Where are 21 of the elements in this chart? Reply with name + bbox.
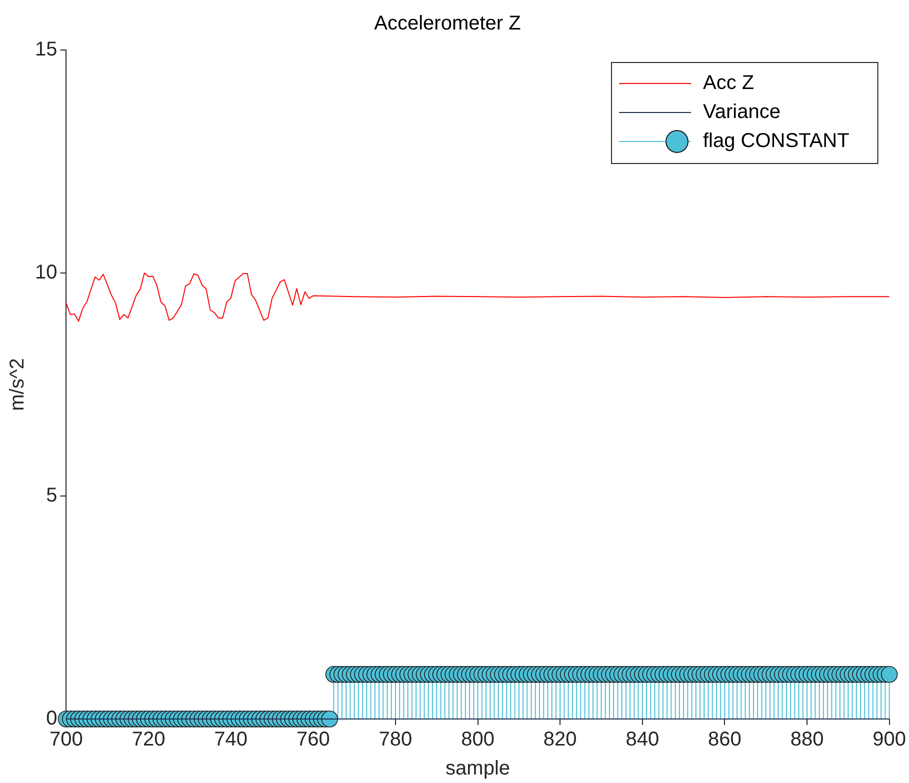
y-tick-label: 5	[46, 484, 58, 507]
x-tick-label: 800	[461, 728, 494, 751]
y-tick-label: 15	[34, 38, 58, 61]
y-axis-title: m/s^2	[6, 358, 29, 411]
x-tick-label: 780	[378, 728, 412, 751]
x-tick-label: 820	[543, 728, 577, 751]
y-tick-label: 10	[34, 262, 58, 284]
legend-label: Variance	[702, 101, 780, 124]
x-tick-label: 740	[214, 728, 248, 751]
x-tick-label: 900	[872, 728, 906, 751]
x-tick-label: 860	[708, 728, 742, 751]
x-tick-label: 880	[790, 728, 824, 751]
x-axis-title: sample	[446, 758, 510, 780]
chart-title: Accelerometer Z	[374, 12, 521, 35]
x-tick-label: 700	[50, 728, 83, 751]
y-tick-label: 0	[46, 708, 58, 730]
legend-label: Acc Z	[702, 72, 754, 94]
x-tick-label: 840	[626, 728, 660, 751]
x-tick-label: 760	[296, 728, 330, 751]
legend-label: flag CONSTANT	[702, 130, 850, 152]
x-tick-label: 720	[132, 728, 166, 751]
